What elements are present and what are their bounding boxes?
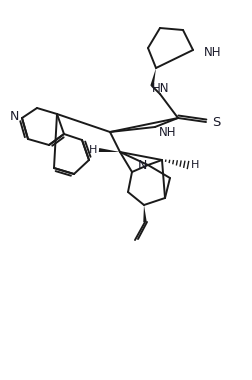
Text: NH: NH <box>158 127 176 139</box>
Text: H: H <box>190 160 198 170</box>
Polygon shape <box>143 205 146 222</box>
Text: H: H <box>88 145 97 155</box>
Text: NH: NH <box>203 46 220 59</box>
Polygon shape <box>150 68 155 86</box>
Text: HN: HN <box>151 81 169 95</box>
Text: S: S <box>211 116 219 128</box>
Polygon shape <box>99 148 119 152</box>
Text: N: N <box>137 160 146 173</box>
Text: N: N <box>9 111 19 124</box>
